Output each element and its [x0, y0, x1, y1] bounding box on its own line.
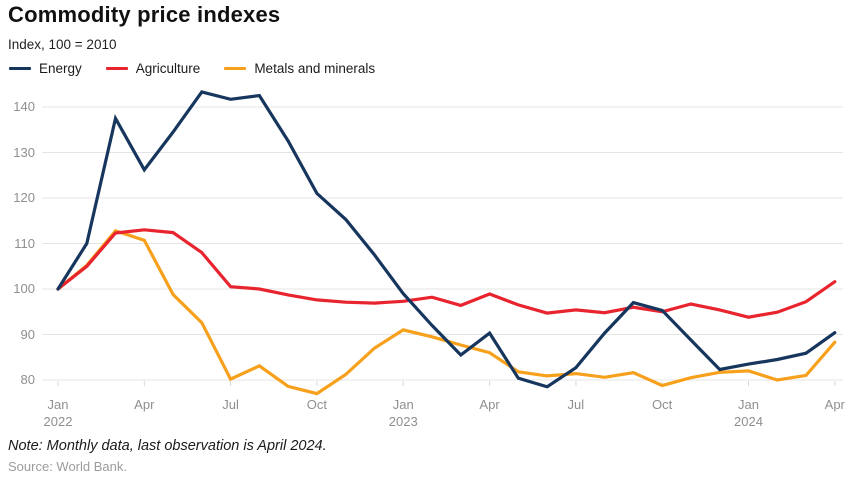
- chart-subtitle: Index, 100 = 2010: [8, 37, 117, 52]
- energy-line-swatch-icon: [9, 66, 31, 71]
- legend-label-metals: Metals and minerals: [254, 61, 376, 76]
- chart-title: Commodity price indexes: [8, 2, 281, 27]
- x-tick-label: Jan 2024: [734, 397, 763, 429]
- note-text: Note: Monthly data, last observation is …: [8, 438, 327, 454]
- x-tick-label: Apr: [479, 397, 500, 412]
- legend-item-energy: Energy: [9, 61, 82, 76]
- y-tick-label: 100: [13, 281, 35, 296]
- x-tick-label: Jul: [567, 397, 585, 412]
- y-tick-label: 90: [20, 326, 35, 342]
- legend-label-agriculture: Agriculture: [135, 61, 201, 76]
- legend-item-metals: Metals and minerals: [224, 61, 375, 76]
- y-tick-label: 140: [13, 99, 35, 114]
- source-text: Source: World Bank.: [8, 459, 127, 474]
- x-tick-label: Oct: [306, 397, 328, 412]
- x-tick-label: Oct: [652, 397, 673, 412]
- y-tick-label: 120: [13, 190, 35, 205]
- legend: Energy Agriculture Metals and minerals: [9, 61, 375, 76]
- y-tick-label: 130: [13, 144, 35, 160]
- x-tick-label: Apr: [134, 397, 155, 412]
- series-line-agriculture: [56, 228, 837, 319]
- legend-item-agriculture: Agriculture: [105, 61, 201, 76]
- y-tick-label: 110: [14, 235, 35, 251]
- metals-line-swatch-icon: [224, 66, 247, 71]
- x-tick-label: Jan 2022: [43, 397, 73, 429]
- agriculture-line-swatch-icon: [105, 66, 128, 71]
- x-tick-label: Apr: [824, 397, 845, 412]
- series-line-energy: [56, 90, 837, 389]
- y-tick-label: 80: [20, 372, 35, 387]
- x-tick-label: Jan 2023: [388, 397, 418, 429]
- x-tick-label: Jul: [222, 397, 239, 412]
- legend-label-energy: Energy: [39, 61, 82, 76]
